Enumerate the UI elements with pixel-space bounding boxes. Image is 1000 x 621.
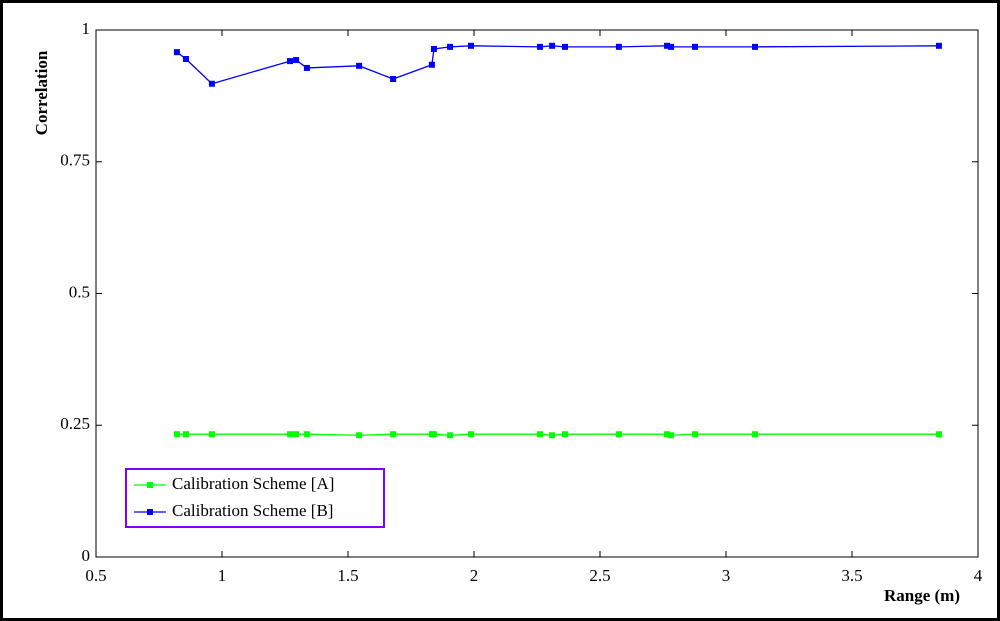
y-tick-label: 1 bbox=[82, 19, 91, 38]
marker bbox=[751, 431, 758, 438]
x-tick-label: 3 bbox=[722, 566, 731, 585]
y-tick-label: 0.25 bbox=[60, 414, 90, 433]
marker bbox=[208, 431, 215, 438]
marker bbox=[549, 432, 556, 439]
chart: Correlation Range (m) 0.5 1 1.5 2 2.5 3 3.5 400… bbox=[32, 19, 983, 605]
marker bbox=[428, 61, 435, 68]
marker bbox=[692, 431, 699, 438]
legend: Calibration Scheme [A] Calibration Scheme… bbox=[125, 468, 385, 528]
marker bbox=[303, 64, 310, 71]
marker bbox=[537, 43, 544, 50]
marker bbox=[615, 43, 622, 50]
x-tick-label: 2 bbox=[470, 566, 479, 585]
x-tick-label: 2.5 bbox=[589, 566, 610, 585]
marker bbox=[173, 49, 180, 56]
marker bbox=[447, 43, 454, 50]
marker bbox=[287, 58, 294, 65]
marker bbox=[447, 432, 454, 439]
legend-label: Calibration Scheme [B] bbox=[172, 501, 333, 520]
marker bbox=[430, 45, 437, 52]
marker bbox=[293, 431, 300, 438]
marker bbox=[935, 431, 942, 438]
marker bbox=[390, 431, 397, 438]
marker bbox=[692, 43, 699, 50]
marker bbox=[293, 57, 300, 64]
y-tick-label: 0.75 bbox=[60, 151, 90, 170]
marker bbox=[208, 80, 215, 87]
x-tick-label: 1 bbox=[218, 566, 227, 585]
marker bbox=[467, 431, 474, 438]
marker bbox=[615, 431, 622, 438]
marker bbox=[467, 42, 474, 49]
marker bbox=[664, 42, 671, 49]
marker bbox=[390, 76, 397, 83]
marker bbox=[537, 431, 544, 438]
marker bbox=[668, 432, 675, 439]
x-tick-label: 3.5 bbox=[841, 566, 862, 585]
x-tick-label: 4 bbox=[974, 566, 983, 585]
marker bbox=[668, 43, 675, 50]
marker bbox=[549, 42, 556, 49]
legend-marker bbox=[147, 509, 153, 515]
marker bbox=[356, 432, 363, 439]
legend-label: Calibration Scheme [A] bbox=[172, 474, 334, 493]
x-axis-label: Range (m) bbox=[884, 586, 960, 605]
x-tick-label: 0.5 bbox=[85, 566, 106, 585]
marker bbox=[935, 42, 942, 49]
marker bbox=[751, 43, 758, 50]
marker bbox=[430, 431, 437, 438]
marker bbox=[561, 43, 568, 50]
y-axis-label: Correlation bbox=[32, 50, 51, 135]
y-tick-label: 0 bbox=[82, 546, 91, 565]
x-tick-label: 1.5 bbox=[337, 566, 358, 585]
marker bbox=[664, 431, 671, 438]
marker bbox=[182, 431, 189, 438]
legend-marker bbox=[147, 482, 153, 488]
marker bbox=[173, 431, 180, 438]
marker bbox=[182, 55, 189, 62]
legend-box bbox=[125, 468, 385, 528]
marker bbox=[356, 62, 363, 69]
marker bbox=[303, 431, 310, 438]
marker bbox=[561, 431, 568, 438]
y-tick-label: 0.5 bbox=[69, 282, 90, 301]
marker bbox=[287, 431, 294, 438]
